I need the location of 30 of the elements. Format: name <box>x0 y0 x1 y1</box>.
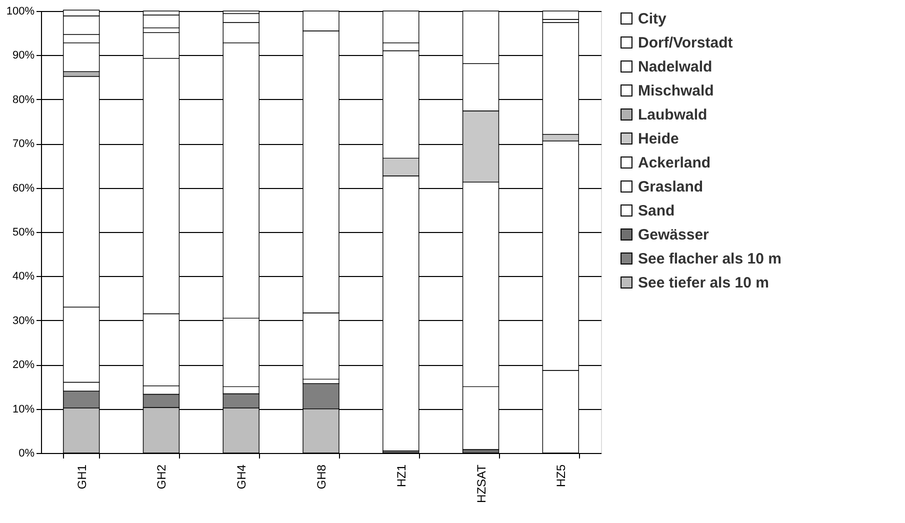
legend-label: City <box>638 10 667 28</box>
x-tick-label: GH1 <box>74 464 89 490</box>
y-tick-label: 10% <box>12 403 35 416</box>
y-tick-label: 70% <box>12 138 35 150</box>
legend-label: Dorf/Vorstadt <box>638 34 733 52</box>
legend-label: Mischwald <box>638 82 714 100</box>
y-tick-label: 30% <box>12 314 35 327</box>
y-tick-label: 80% <box>12 94 35 106</box>
legend-label: Sand <box>638 202 675 220</box>
legend-label: Gewässer <box>638 226 710 244</box>
y-tick-label: 90% <box>12 50 35 62</box>
y-tick-label: 100% <box>6 6 35 18</box>
y-tick-label: 20% <box>12 359 35 372</box>
y-tick-label: 60% <box>12 182 35 194</box>
x-tick-label: GH8 <box>314 464 328 490</box>
legend-label: See tiefer als 10 m <box>638 274 769 292</box>
legend-label: Laubwald <box>638 106 708 124</box>
x-tick-label: HZ5 <box>554 464 568 488</box>
legend-label: Heide <box>638 130 679 148</box>
y-tick-label: 40% <box>12 270 35 283</box>
legend-label: Grasland <box>638 178 704 196</box>
legend-label: Nadelwald <box>638 58 712 76</box>
x-tick-label: GH2 <box>154 464 169 490</box>
y-tick-label: 0% <box>18 448 35 460</box>
legend-label: See flacher als 10 m <box>638 250 782 268</box>
x-tick-label: HZSAT <box>474 464 488 503</box>
y-tick-label: 50% <box>12 226 35 238</box>
legend-label: Ackerland <box>638 154 711 172</box>
x-tick-label: GH4 <box>234 464 249 490</box>
x-tick-label: HZ1 <box>394 464 408 488</box>
